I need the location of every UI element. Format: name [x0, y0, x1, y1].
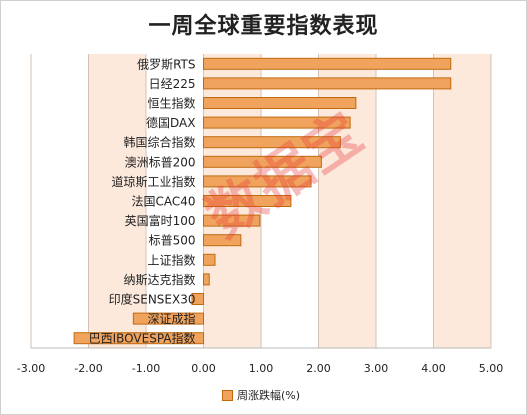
bar	[203, 214, 261, 227]
category-label: 道琼斯工业指数	[111, 174, 195, 189]
category-label: 恒生指数	[147, 96, 195, 111]
bar	[203, 57, 452, 70]
category-label: 上证指数	[147, 252, 195, 267]
x-tick-label: -2.00	[74, 362, 102, 375]
x-tick-label: 1.00	[249, 362, 274, 375]
x-tick-label: 3.00	[364, 362, 389, 375]
category-label: 巴西IBOVESPA指数	[89, 331, 196, 346]
bar	[203, 195, 292, 207]
x-tick-label: -1.00	[132, 362, 160, 375]
bar	[203, 273, 210, 286]
plot-stripe	[433, 54, 491, 348]
plot-stripe	[88, 54, 146, 348]
bar	[73, 332, 204, 345]
x-tick-label: -3.00	[17, 362, 45, 375]
category-label: 韩国综合指数	[123, 135, 195, 150]
category-label: 英国富时100	[125, 213, 196, 228]
legend-swatch	[222, 389, 233, 401]
bar	[203, 253, 216, 266]
category-label: 澳洲标普200	[125, 155, 196, 169]
category-label: 法国CAC40	[131, 195, 195, 209]
bar	[203, 77, 452, 90]
x-tick-label: 4.00	[421, 362, 446, 375]
x-tick-label: 2.00	[306, 362, 331, 375]
bar	[191, 293, 204, 305]
chart-title: 一周全球重要指数表现	[148, 14, 379, 39]
category-label: 印度SENSEX30	[109, 292, 196, 307]
bar	[203, 155, 322, 168]
legend: 周涨跌幅(%)	[222, 387, 300, 403]
category-label: 德国DAX	[146, 115, 195, 130]
bar	[132, 312, 205, 325]
x-tick-label: 5.00	[479, 362, 504, 375]
category-label: 俄罗斯RTS	[137, 57, 195, 71]
bar	[203, 116, 351, 129]
bar	[203, 175, 312, 188]
legend-label: 周涨跌幅(%)	[237, 389, 301, 402]
bar	[203, 234, 242, 247]
category-label: 深证成指	[147, 311, 195, 326]
category-label: 纳斯达克指数	[123, 272, 195, 287]
bar	[203, 97, 357, 109]
category-label: 日经225	[149, 77, 196, 91]
x-tick-label: 0.00	[191, 362, 216, 375]
bar	[203, 136, 341, 149]
category-label: 标普500	[149, 234, 196, 248]
